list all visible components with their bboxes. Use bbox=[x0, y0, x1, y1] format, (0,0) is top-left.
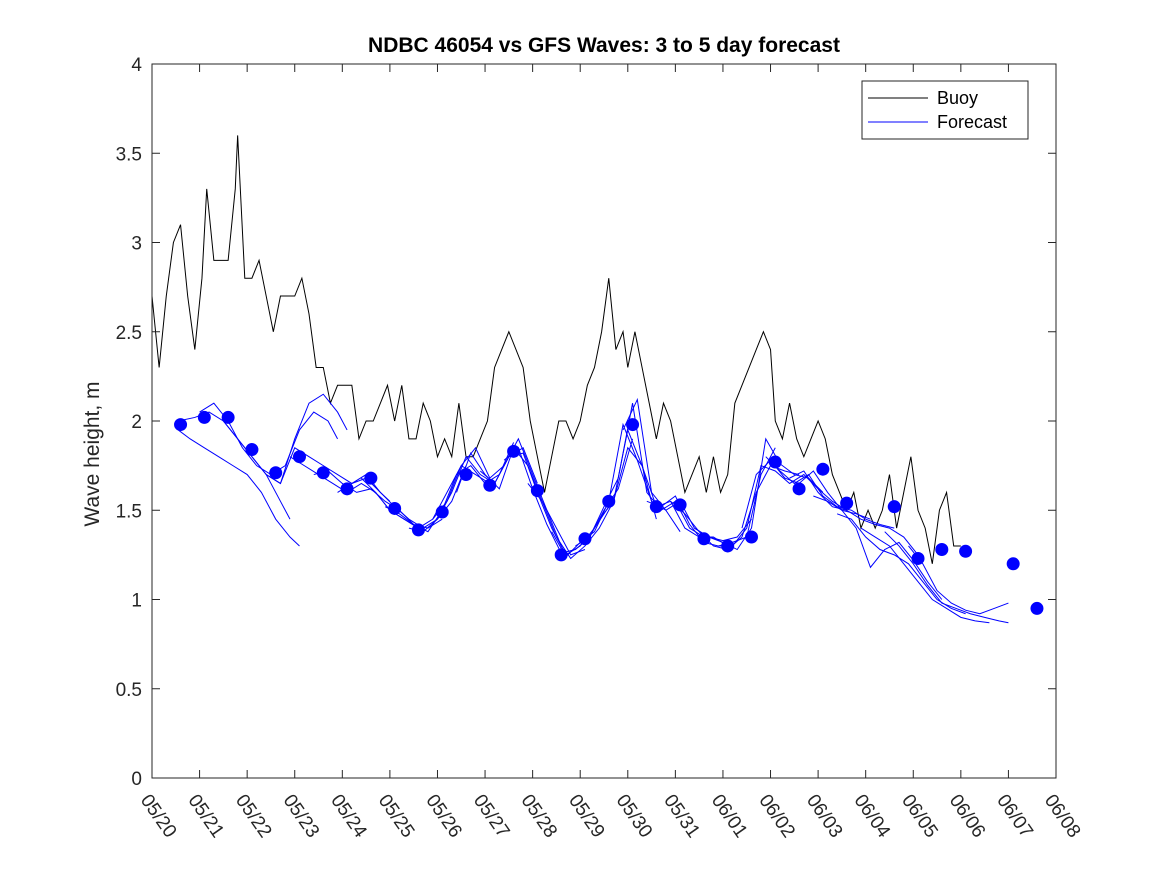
legend-box bbox=[861, 80, 1029, 140]
forecast-marker bbox=[744, 530, 758, 544]
forecast-run-line-3 bbox=[222, 393, 348, 485]
forecast-marker bbox=[721, 539, 735, 553]
forecast-marker bbox=[388, 501, 402, 515]
forecast-marker bbox=[649, 500, 663, 514]
legend: Buoy Forecast bbox=[861, 80, 1029, 140]
forecast-marker bbox=[197, 410, 211, 424]
chart-title: NDBC 46054 vs GFS Waves: 3 to 5 day fore… bbox=[368, 34, 840, 57]
forecast-marker bbox=[816, 462, 830, 476]
forecast-marker bbox=[792, 482, 806, 496]
forecast-marker bbox=[174, 418, 188, 432]
plot-series-group bbox=[152, 135, 1044, 624]
forecast-marker bbox=[697, 532, 711, 546]
forecast-run-line-17 bbox=[575, 403, 705, 547]
forecast-marker bbox=[245, 443, 259, 457]
buoy-series-line bbox=[152, 135, 961, 564]
forecast-marker bbox=[1006, 557, 1020, 571]
forecast-marker bbox=[435, 505, 449, 519]
y-tick-label: 1 bbox=[131, 591, 142, 612]
forecast-run-line-31 bbox=[908, 545, 1009, 615]
forecast-marker bbox=[1030, 601, 1044, 615]
forecast-marker bbox=[768, 455, 782, 469]
forecast-marker bbox=[292, 450, 306, 464]
forecast-marker bbox=[364, 471, 378, 485]
forecast-marker bbox=[578, 532, 592, 546]
forecast-marker bbox=[911, 551, 925, 565]
forecast-marker bbox=[411, 523, 425, 537]
forecast-run-line-15 bbox=[527, 446, 657, 560]
forecast-marker bbox=[959, 544, 973, 558]
forecast-run-line-19 bbox=[622, 397, 752, 542]
forecast-run-line-29 bbox=[860, 527, 990, 624]
y-tick-label: 4 bbox=[131, 55, 142, 76]
forecast-run-line-0 bbox=[177, 429, 300, 547]
forecast-run-line-23 bbox=[718, 464, 847, 547]
y-tick-label: 1.5 bbox=[116, 501, 142, 522]
forecast-marker bbox=[221, 410, 235, 424]
forecast-marker bbox=[340, 482, 354, 496]
y-axis-label: Wave height, m bbox=[81, 381, 104, 526]
forecast-marker bbox=[554, 548, 568, 562]
forecast-marker bbox=[626, 418, 640, 432]
forecast-marker bbox=[673, 498, 687, 512]
forecast-marker bbox=[269, 466, 283, 480]
legend-buoy-label: Buoy bbox=[937, 88, 978, 108]
y-tick-label: 2 bbox=[131, 412, 142, 433]
forecast-marker bbox=[887, 500, 901, 514]
forecast-run-line-27 bbox=[813, 495, 943, 600]
forecast-marker bbox=[483, 478, 497, 492]
forecast-run-line-9 bbox=[384, 442, 515, 533]
forecast-run-line-25 bbox=[765, 456, 895, 529]
forecast-run-line-12 bbox=[456, 446, 586, 556]
y-tick-label: 3.5 bbox=[116, 144, 142, 165]
forecast-marker bbox=[602, 494, 616, 508]
y-tick-label: 0.5 bbox=[116, 680, 142, 701]
forecast-marker bbox=[459, 468, 473, 482]
legend-forecast-label: Forecast bbox=[937, 112, 1007, 132]
y-tick-label: 0 bbox=[131, 769, 142, 790]
forecast-marker bbox=[935, 543, 949, 557]
forecast-marker bbox=[507, 444, 521, 458]
forecast-marker bbox=[840, 496, 854, 510]
y-tick-label: 3 bbox=[131, 234, 142, 255]
forecast-run-line-30 bbox=[884, 531, 1009, 624]
y-tick-label: 2.5 bbox=[116, 323, 142, 344]
plot-area bbox=[152, 135, 1044, 624]
forecast-marker bbox=[530, 484, 544, 498]
forecast-run-line-26 bbox=[789, 470, 919, 556]
forecast-marker bbox=[316, 466, 330, 480]
